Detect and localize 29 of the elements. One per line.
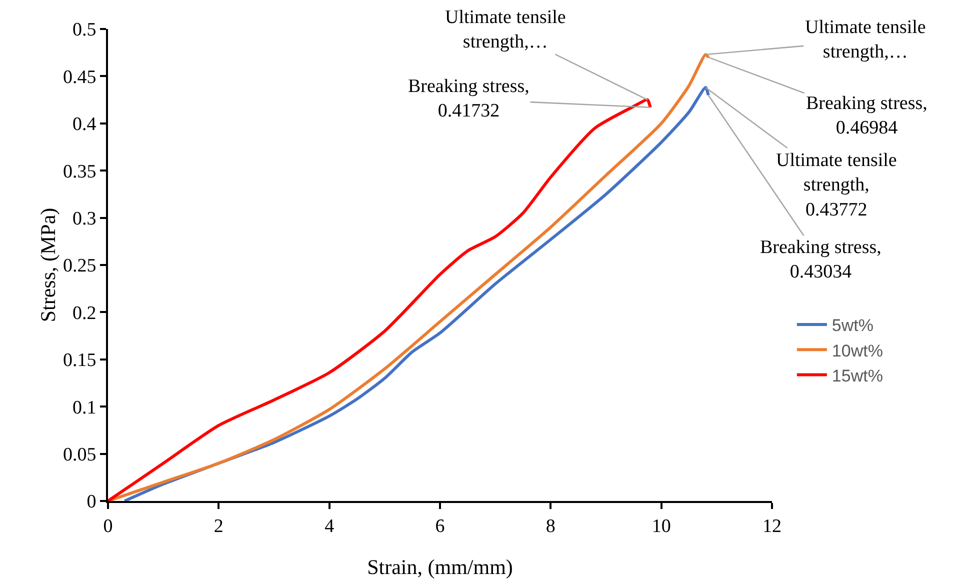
y-tick-label: 0.5: [72, 20, 96, 41]
x-tick-label: 0: [103, 516, 113, 537]
x-axis-title: Strain, (mm/mm): [367, 555, 513, 579]
x-tick-label: 12: [762, 516, 782, 537]
y-tick-label: 0.1: [72, 397, 96, 418]
y-tick-label: 0.4: [72, 114, 97, 136]
x-tick-label: 4: [324, 516, 335, 537]
x-tick-label: 10: [652, 516, 671, 537]
y-tick-label: 0.25: [62, 256, 96, 277]
y-tick-label: 0.45: [62, 66, 96, 88]
legend-label: 15wt%: [832, 366, 883, 386]
y-tick-label: 0.15: [62, 350, 96, 372]
legend-label: 5wt%: [832, 316, 874, 336]
y-tick-label: 0: [86, 492, 96, 513]
x-tick-label: 6: [435, 516, 445, 537]
annotation: Breaking stress, 0.43034: [760, 237, 882, 283]
annotation: Breaking stress, 0.46984: [806, 93, 928, 139]
annotation: Ultimate tensile strength, 0.43772: [776, 150, 897, 220]
y-tick-label: 0.3: [72, 208, 96, 230]
y-tick-label: 0.05: [62, 444, 96, 466]
x-tick-label: 2: [214, 516, 224, 537]
annotation: Ultimate tensile strength,…: [805, 17, 926, 63]
y-tick-label: 0.35: [62, 161, 96, 182]
annotation: Breaking stress, 0.41732: [408, 76, 530, 122]
y-axis-title: Stress, (MPa): [36, 208, 60, 322]
y-tick-label: 0.2: [72, 302, 96, 324]
x-tick-label: 8: [546, 516, 556, 537]
annotation: Ultimate tensile strength,…: [445, 7, 566, 53]
legend-label: 10wt%: [832, 341, 883, 360]
